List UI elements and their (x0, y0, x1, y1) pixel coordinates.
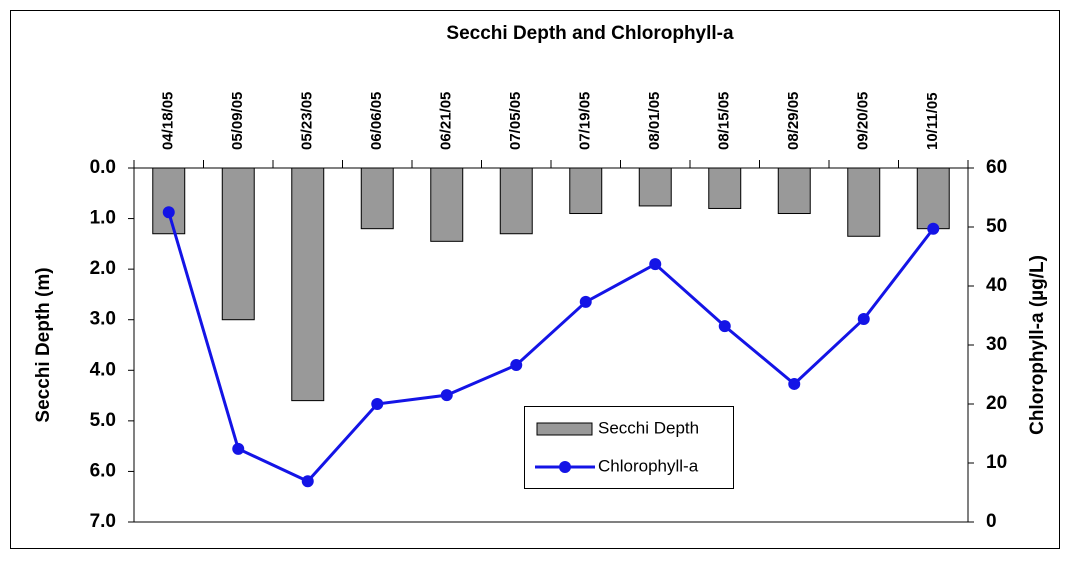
y2-tick-label: 40 (986, 275, 1007, 296)
y2-tick-label: 30 (986, 334, 1007, 355)
bar (847, 167, 881, 237)
bar (291, 167, 325, 402)
point (371, 398, 384, 410)
x-tick-label: 07/05/05 (507, 92, 524, 150)
point (301, 475, 314, 488)
y-tick-label: 1.0 (90, 208, 116, 229)
point (718, 320, 731, 333)
bar (708, 167, 742, 209)
point (788, 377, 801, 390)
x-tick-label: 07/19/05 (577, 92, 594, 150)
y-axis-label: Secchi Depth (m) (33, 267, 54, 422)
y2-tick-label: 60 (986, 157, 1007, 178)
y2-tick-label: 20 (986, 393, 1007, 414)
x-tick-label: 09/20/05 (855, 92, 872, 150)
x-tick-label: 05/23/05 (299, 92, 316, 150)
x-tick-label: 06/06/05 (368, 92, 385, 150)
bar (152, 167, 186, 235)
y2-axis-label: Chlorophyll-a (µg/L) (1027, 255, 1048, 435)
point (927, 222, 940, 235)
x-tick-label: 08/15/05 (716, 92, 733, 150)
y2-tick-label: 0 (986, 511, 997, 532)
point (440, 389, 453, 402)
y2-tick-label: 50 (986, 216, 1007, 237)
y2-tick-label: 10 (986, 452, 1007, 473)
legend-box (524, 406, 734, 489)
point (232, 442, 245, 455)
y-tick-label: 2.0 (90, 258, 116, 279)
x-tick-label: 08/01/05 (646, 92, 663, 150)
bar (499, 167, 533, 235)
x-tick-label: 06/21/05 (438, 92, 455, 150)
chart-title: Secchi Depth and Chlorophyll-a (446, 23, 734, 44)
x-tick-label: 10/11/05 (924, 92, 941, 150)
bar (569, 167, 603, 215)
point (162, 206, 175, 219)
point (510, 359, 523, 372)
x-tick-label: 04/18/05 (160, 92, 177, 150)
bar (360, 167, 394, 230)
x-tick-label: 05/09/05 (229, 92, 246, 150)
y-tick-label: 3.0 (90, 309, 116, 330)
point (857, 313, 870, 326)
legend-label: Secchi Depth (598, 418, 699, 437)
y-tick-label: 4.0 (90, 359, 116, 380)
y-tick-label: 7.0 (90, 511, 116, 532)
legend-label: Chlorophyll-a (598, 456, 699, 475)
x-tick-label: 08/29/05 (785, 92, 802, 150)
y-tick-label: 6.0 (90, 460, 116, 481)
y-tick-label: 0.0 (90, 157, 116, 178)
bar (430, 167, 464, 242)
line (167, 211, 935, 484)
point (579, 295, 592, 308)
y-tick-label: 5.0 (90, 410, 116, 431)
legend-swatch (559, 461, 571, 473)
point (649, 258, 662, 271)
bar (638, 167, 672, 207)
bar (916, 167, 950, 230)
bar (777, 167, 811, 215)
legend-swatch (536, 422, 593, 436)
bar (221, 167, 255, 321)
